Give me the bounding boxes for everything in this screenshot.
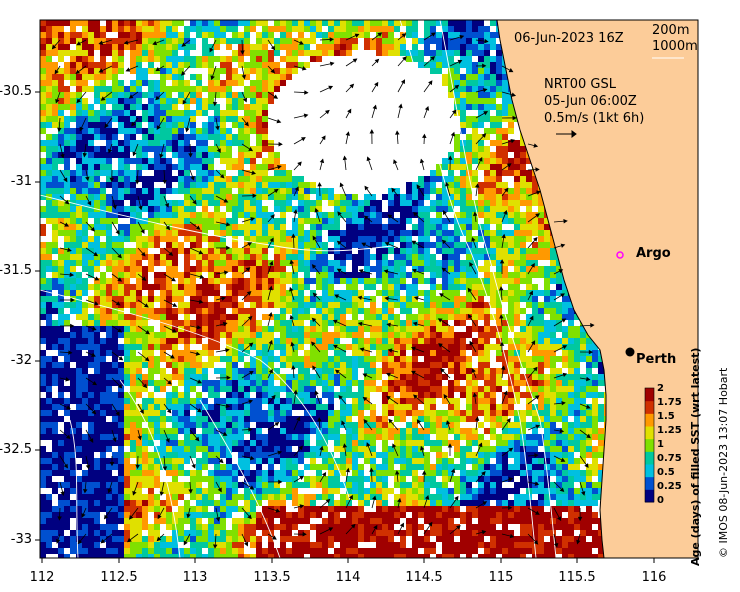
y-tick-label: -32.5	[0, 442, 32, 457]
argo-marker	[616, 251, 624, 259]
colorbar-swatch	[645, 413, 654, 427]
y-tick-label: -31.5	[0, 263, 32, 278]
x-tick-label: 114.5	[405, 570, 443, 585]
colorbar-tick: 1	[657, 439, 664, 450]
depth-200-label: 200m	[652, 23, 690, 38]
perth-marker	[625, 347, 635, 357]
datetime-label: 06-Jun-2023 16Z	[514, 31, 624, 46]
x-tick-label: 114	[335, 570, 361, 585]
colorbar-swatch	[645, 489, 654, 503]
colorbar-swatch	[645, 388, 654, 402]
x-tick-label: 112.5	[100, 570, 138, 585]
current-source-label: NRT00 GSL	[544, 77, 616, 92]
colorbar	[644, 387, 655, 503]
x-tick-label: 116	[641, 570, 667, 585]
colorbar-tick: 1.75	[657, 397, 682, 408]
y-tick-label: -32	[10, 353, 32, 368]
colorbar-swatch	[645, 451, 654, 465]
x-tick-label: 115.5	[558, 570, 596, 585]
perth-label: Perth	[636, 352, 677, 367]
colorbar-swatch	[645, 464, 654, 478]
y-tick-marks	[35, 91, 40, 541]
y-tick-label: -31	[10, 174, 32, 189]
x-tick-label: 113.5	[253, 570, 291, 585]
current-time-label: 05-Jun 06:00Z	[544, 94, 637, 109]
argo-label: Argo	[636, 246, 671, 261]
x-tick-marks	[41, 558, 655, 563]
colorbar-swatch	[645, 400, 654, 414]
y-tick-label: -33	[10, 532, 32, 547]
imos-credit: © IMOS 08-Jun-2023 13:07 Hobart	[717, 367, 730, 558]
colorbar-swatch	[645, 426, 654, 440]
colorbar-tick: 2	[657, 383, 664, 394]
plot-frame	[39, 19, 699, 559]
colorbar-swatch	[645, 476, 654, 490]
colorbar-tick: 1.25	[657, 425, 682, 436]
colorbar-tick: 0.75	[657, 453, 682, 464]
current-scale-label: 0.5m/s (1kt 6h)	[544, 111, 645, 126]
colorbar-title: Age (days) of filled SST (wrt latest)	[689, 347, 702, 566]
y-tick-label: -30.5	[0, 84, 32, 99]
colorbar-swatch	[645, 438, 654, 452]
x-tick-label: 112	[29, 570, 55, 585]
colorbar-tick: 0.5	[657, 467, 675, 478]
colorbar-tick: 1.5	[657, 411, 675, 422]
x-tick-label: 115	[488, 570, 514, 585]
colorbar-tick: 0.25	[657, 481, 682, 492]
sst-age-cells	[40, 20, 610, 558]
depth-1000-label: 1000m	[652, 39, 698, 54]
depth-contours	[40, 20, 557, 558]
current-arrows	[51, 32, 595, 549]
scale-arrow	[556, 130, 577, 138]
x-tick-label: 113	[182, 570, 208, 585]
colorbar-tick: 0	[657, 495, 664, 506]
